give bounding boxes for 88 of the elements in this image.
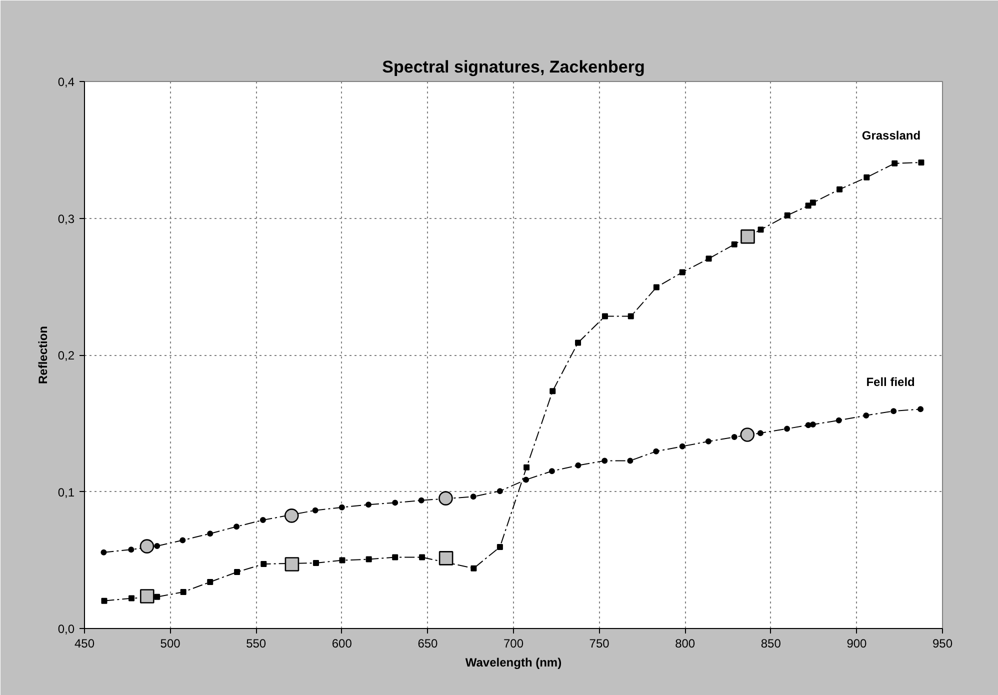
point (548, 468, 555, 474)
point (260, 517, 266, 524)
x-tick-label: 700 (503, 636, 524, 650)
point (523, 476, 530, 483)
point (784, 212, 790, 218)
y-tick-label: 0,1 (58, 485, 75, 500)
point (890, 408, 897, 414)
point (312, 507, 318, 514)
point (470, 494, 476, 500)
point (312, 560, 319, 566)
x-tick-label: 600 (332, 636, 352, 650)
point (140, 589, 154, 604)
point (784, 426, 790, 432)
point (705, 438, 712, 444)
x-tick-label: 500 (160, 636, 181, 650)
x-tick-label: 450 (74, 636, 95, 650)
point (740, 229, 755, 244)
point (496, 488, 503, 494)
x-tick-label: 650 (418, 636, 438, 650)
point (128, 546, 134, 553)
point (864, 174, 870, 180)
point (706, 256, 712, 262)
series-label: Grassland (862, 128, 921, 142)
x-tick-label: 900 (846, 636, 868, 650)
y-tick-label: 0,4 (58, 75, 75, 89)
point (836, 417, 842, 424)
point (918, 159, 924, 166)
point (366, 556, 372, 562)
point (207, 530, 214, 537)
point (627, 458, 634, 464)
series-label: Fell field (866, 375, 915, 390)
y-tick-label: 0,3 (58, 212, 75, 226)
point (128, 595, 135, 602)
point (234, 524, 240, 530)
point (284, 508, 299, 523)
point (154, 543, 160, 550)
point (180, 588, 186, 595)
point (918, 406, 924, 412)
x-tick-label: 800 (675, 636, 696, 650)
point (550, 388, 556, 394)
y-tick-label: 0,2 (58, 348, 75, 362)
point (740, 428, 755, 442)
x-tick-label: 550 (246, 636, 266, 650)
point (339, 557, 346, 564)
point (338, 504, 345, 510)
point (602, 458, 608, 464)
x-tick-label: 750 (589, 636, 610, 650)
point (284, 557, 300, 572)
point (602, 313, 608, 320)
point (366, 502, 372, 508)
point (892, 160, 898, 166)
point (575, 340, 582, 346)
point (496, 544, 503, 550)
point (419, 554, 426, 560)
point (392, 554, 398, 560)
point (418, 497, 424, 504)
point (100, 549, 107, 556)
point (470, 565, 477, 572)
point (731, 241, 738, 248)
point (863, 412, 870, 418)
x-axis-title: Wavelength (nm) (465, 656, 562, 670)
point (836, 186, 843, 192)
x-tick-label: 850 (760, 636, 782, 650)
point (679, 443, 686, 450)
y-axis-title: Reflection (36, 326, 50, 384)
point (810, 200, 816, 206)
point (207, 579, 214, 586)
point (140, 539, 154, 554)
point (154, 594, 160, 600)
point (757, 430, 764, 436)
point (758, 226, 764, 233)
point (260, 560, 267, 567)
point (392, 500, 398, 506)
point (101, 598, 108, 604)
x-tick-label: 950 (932, 636, 953, 650)
point (653, 448, 660, 454)
chart-title: Spectral signatures, Zackenberg (382, 58, 645, 76)
y-tick-label: 0,0 (58, 622, 75, 636)
point (679, 269, 686, 276)
point (524, 464, 530, 470)
point (575, 462, 582, 468)
point (653, 284, 660, 290)
point (438, 491, 453, 506)
point (731, 434, 738, 440)
point (628, 313, 634, 320)
point (438, 551, 454, 566)
point (180, 537, 186, 544)
point (234, 569, 240, 576)
